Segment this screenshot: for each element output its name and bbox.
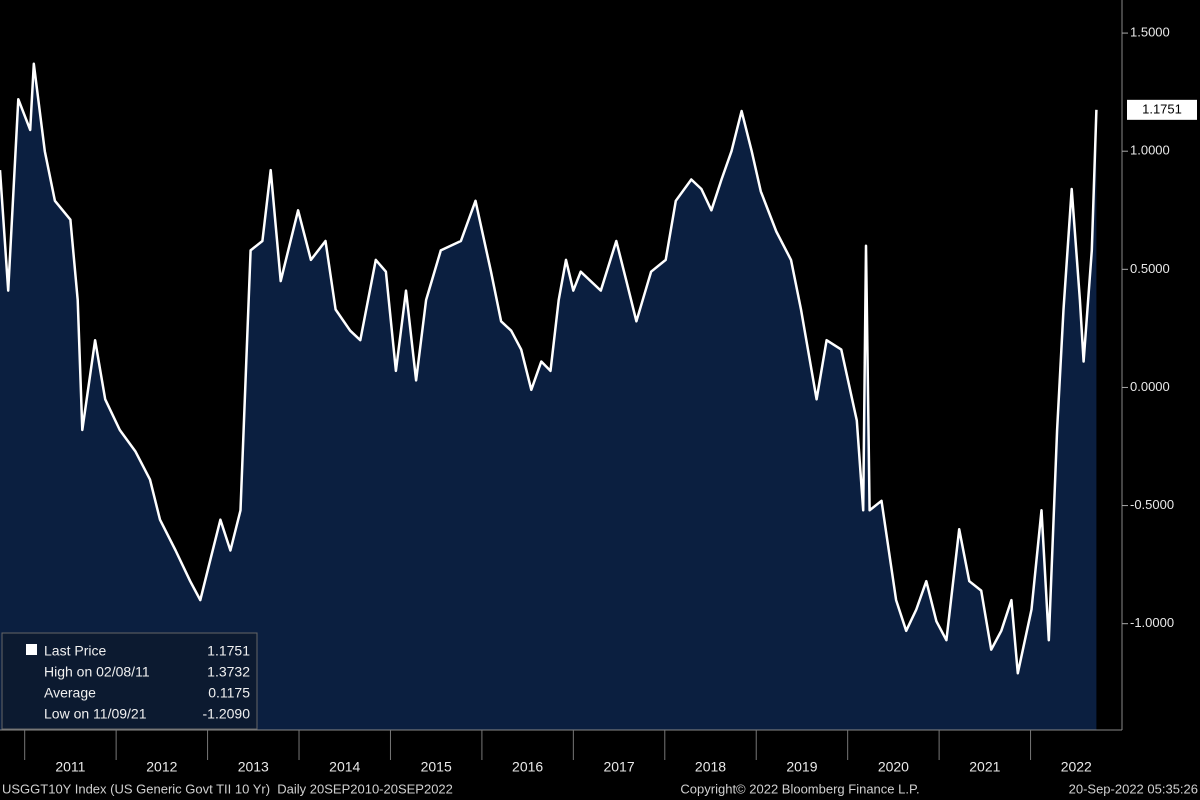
x-tick-label: 2015 (421, 759, 452, 775)
y-tick-label: -0.5000 (1130, 497, 1174, 512)
footer-right: 20-Sep-2022 05:35:26 (1069, 781, 1198, 796)
last-price-label: 1.1751 (1142, 101, 1182, 116)
x-tick-label: 2011 (55, 759, 85, 775)
series-line (0, 62, 1098, 675)
x-tick-label: 2021 (969, 759, 1000, 775)
x-tick-label: 2022 (1061, 759, 1092, 775)
legend-label: Average (44, 685, 96, 701)
legend-value: -1.2090 (203, 706, 251, 722)
legend-value: 1.3732 (207, 664, 250, 680)
last-price-badge (1127, 99, 1197, 120)
x-tick-label: 2013 (238, 759, 269, 775)
legend-swatch (26, 644, 37, 655)
y-tick-label: 0.0000 (1130, 379, 1170, 394)
legend-label: Last Price (44, 643, 106, 659)
plot-area (0, 62, 1098, 731)
legend-value: 1.1751 (207, 643, 250, 659)
legend: Last Price 1.1751 High on 02/08/11 1.373… (1, 632, 258, 730)
legend-box (1, 632, 258, 730)
x-tick-label: 2014 (329, 759, 360, 775)
x-tick-label: 2017 (603, 759, 634, 775)
footer-center: Copyright© 2022 Bloomberg Finance L.P. (680, 781, 919, 796)
x-tick-label: 2016 (512, 759, 543, 775)
area-fill (0, 63, 1097, 731)
legend-value: 0.1175 (208, 685, 250, 701)
legend-label: High on 02/08/11 (44, 664, 150, 680)
y-tick-label: 1.0000 (1130, 143, 1170, 158)
y-tick-label: 1.5000 (1130, 25, 1170, 40)
x-tick-label: 2018 (695, 759, 726, 775)
legend-label: Low on 11/09/21 (44, 706, 147, 722)
y-tick-label: -1.0000 (1130, 615, 1174, 630)
x-tick-label: 2012 (146, 759, 177, 775)
x-tick-label: 2020 (878, 759, 909, 775)
y-tick-label: 0.5000 (1130, 261, 1170, 276)
footer-left: USGGT10Y Index (US Generic Govt TII 10 Y… (2, 781, 453, 796)
x-tick-label: 2019 (786, 759, 817, 775)
